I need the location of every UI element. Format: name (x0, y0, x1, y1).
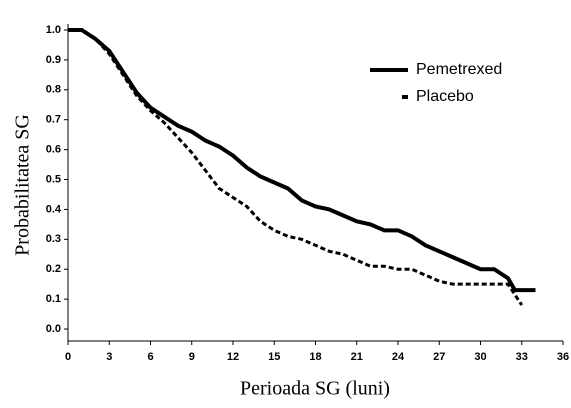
y-tick-label: 0.3 (46, 233, 61, 245)
y-tick-label: 0.0 (46, 323, 61, 335)
legend-label: Pemetrexed (416, 61, 502, 78)
x-tick-label: 36 (557, 351, 569, 363)
x-tick-label: 24 (392, 351, 405, 363)
y-tick-label: 0.8 (46, 84, 61, 96)
x-tick-label: 27 (433, 351, 445, 363)
x-tick-label: 3 (106, 351, 112, 363)
y-tick-label: 0.2 (46, 263, 61, 275)
y-tick-label: 1.0 (46, 24, 61, 36)
y-tick-label: 0.5 (46, 173, 61, 185)
x-tick-label: 30 (474, 351, 486, 363)
series-line (68, 27, 536, 293)
x-tick-label: 18 (309, 351, 321, 363)
x-axis-title: Perioada SG (luni) (240, 378, 390, 400)
y-tick-label: 0.4 (46, 203, 62, 215)
x-tick-label: 12 (227, 351, 239, 363)
x-tick-label: 9 (189, 351, 195, 363)
x-tick-label: 15 (268, 351, 280, 363)
legend-label: Placebo (416, 88, 474, 105)
y-tick-label: 0.9 (46, 54, 61, 66)
y-tick-label: 0.7 (46, 114, 61, 126)
y-tick-label: 0.6 (46, 144, 61, 156)
x-tick-label: 0 (65, 351, 71, 363)
y-axis-title: Probabilitatea SG (12, 114, 34, 256)
x-tick-label: 21 (351, 351, 363, 363)
x-tick-label: 6 (147, 351, 153, 363)
y-tick-label: 0.1 (46, 293, 61, 305)
series-line (68, 28, 524, 306)
x-tick-label: 33 (516, 351, 528, 363)
